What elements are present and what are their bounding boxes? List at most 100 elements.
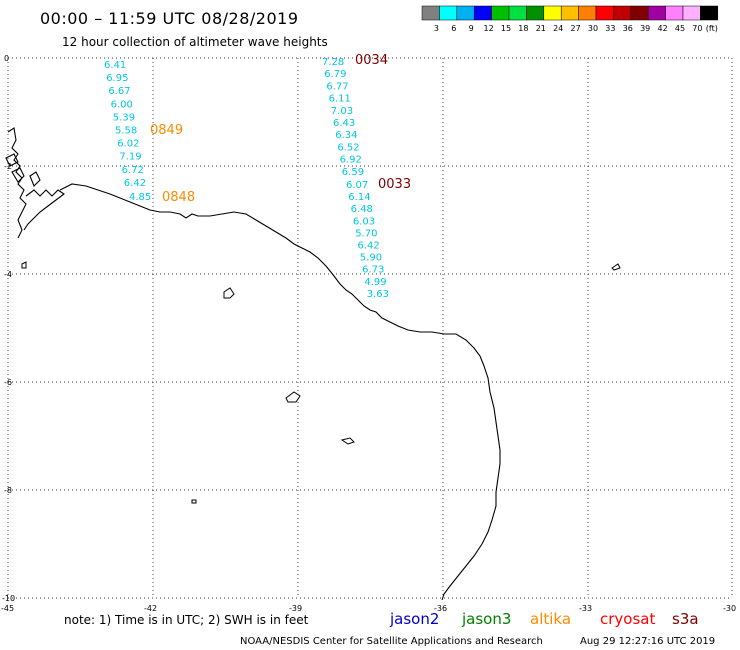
wave-height-label: 6.11 [329,94,351,105]
scale-swatch [473,5,492,21]
wave-height-label: 6.00 [111,99,133,110]
scale-swatch [421,5,440,21]
legend-jason3: jason3 [461,610,511,628]
scale-label: 45 [675,24,685,33]
scale-swatch [682,5,701,21]
scale-label: 33 [605,24,615,33]
scale-swatch [700,5,719,21]
scale-swatch [491,5,510,21]
scale-label: 27 [571,24,581,33]
wave-height-label: 6.79 [324,69,346,80]
map-subtitle: 12 hour collection of altimeter wave hei… [62,35,328,49]
scale-swatch [647,5,666,21]
y-tick-label: -4 [4,270,12,279]
x-tick-label: -42 [144,604,157,613]
credit-line: NOAA/NESDIS Center for Satellite Applica… [240,636,543,647]
scale-swatch [630,5,649,21]
wave-height-label: 6.59 [342,167,364,178]
y-tick-label: -2 [4,162,12,171]
wave-height-label: 7.03 [331,106,353,117]
pass-time-label: 0033 [378,177,411,192]
wave-height-label: 7.19 [119,152,141,163]
scale-swatch [560,5,579,21]
x-tick-label: -33 [579,604,592,613]
scale-label: 24 [553,24,563,33]
x-tick-label: -45 [1,604,14,613]
scale-label: 6 [451,24,456,33]
scale-label: 30 [588,24,598,33]
pass-time-label: 0849 [150,123,183,138]
pass-time-label: 0034 [355,53,388,68]
scale-label: 36 [623,24,633,33]
y-axis-ticks: 0 -2 -4 -6 -8 -10 [2,54,15,603]
coastline [5,127,501,601]
scale-label: 42 [658,24,668,33]
wave-height-label: 6.34 [335,130,357,141]
wave-height-label: 6.48 [351,204,373,215]
wave-height-label: 7.28 [322,57,344,68]
y-tick-label: -6 [4,378,12,387]
wave-height-label: 6.52 [337,142,359,153]
wave-height-label: 6.43 [333,118,355,129]
wave-height-label: 6.41 [104,60,126,71]
wave-height-label: 6.07 [346,180,368,191]
legend-cryosat: cryosat [600,610,655,628]
wave-height-label: 6.92 [340,155,362,166]
footer-note: note: 1) Time is in UTC; 2) SWH is in fe… [64,613,309,627]
pass-time-label: 0848 [162,190,195,205]
wave-height-label: 5.58 [115,126,137,137]
lat-lon-grid [7,57,733,599]
wave-height-label: 5.70 [355,228,377,239]
islands [21,261,621,504]
wave-height-label: 6.03 [353,216,375,227]
timestamp: Aug 29 12:27:16 UTC 2019 [580,636,715,647]
scale-swatch [526,5,545,21]
wave-height-label: 6.42 [124,178,146,189]
scale-swatch [665,5,684,21]
wave-height-label: 6.42 [358,241,380,252]
scale-swatch [439,5,458,21]
wave-height-label: 6.73 [362,265,384,276]
y-tick-label: -8 [4,486,12,495]
scale-label: 9 [469,24,474,33]
wave-height-label: 6.95 [106,73,128,84]
x-axis-ticks: -45 -42 -39 -36 -33 -30 [1,604,736,613]
legend-altika: altika [530,610,571,628]
scale-swatch [578,5,597,21]
wave-height-label: 6.72 [122,165,144,176]
scale-label: 15 [501,24,511,33]
scale-label: 21 [536,24,546,33]
scale-swatch [508,5,527,21]
scale-label: 39 [640,24,650,33]
scale-label: 3 [434,24,439,33]
scale-swatch [456,5,475,21]
scale-unit: (ft) [706,24,718,33]
wave-height-label: 3.63 [367,289,389,300]
wave-height-label: 5.39 [113,112,135,123]
wave-height-label: 6.14 [348,192,370,203]
scale-swatch [613,5,632,21]
scale-swatch [543,5,562,21]
legend-s3a: s3a [672,610,699,628]
wave-height-label: 6.77 [326,81,348,92]
scale-swatch [595,5,614,21]
scale-label: 12 [484,24,494,33]
wave-height-tracks: 6.41 6.95 6.67 6.00 5.39 5.58 6.02 7.19 6.72 6.42… [104,53,411,300]
wave-height-label: 5.90 [360,253,382,264]
x-tick-label: -39 [289,604,302,613]
y-tick-label: 0 [4,54,9,63]
x-tick-label: -30 [723,604,736,613]
y-tick-label: -10 [2,594,15,603]
wave-height-label: 6.67 [108,86,130,97]
scale-label: 18 [518,24,528,33]
map-title: 00:00 – 11:59 UTC 08/28/2019 [40,9,299,28]
color-scale: 3 6 9 12 15 18 21 24 27 30 33 36 39 42 45 70 (ft) [421,5,719,33]
legend-jason2: jason2 [389,610,439,628]
scale-label: 70 [692,24,702,33]
satellite-legend: jason2 jason3 altika cryosat s3a [389,610,699,628]
wave-height-label: 4.99 [364,277,386,288]
wave-height-label: 6.02 [117,139,139,150]
wave-height-label: 4.85 [129,192,151,203]
x-tick-label: -36 [434,604,447,613]
